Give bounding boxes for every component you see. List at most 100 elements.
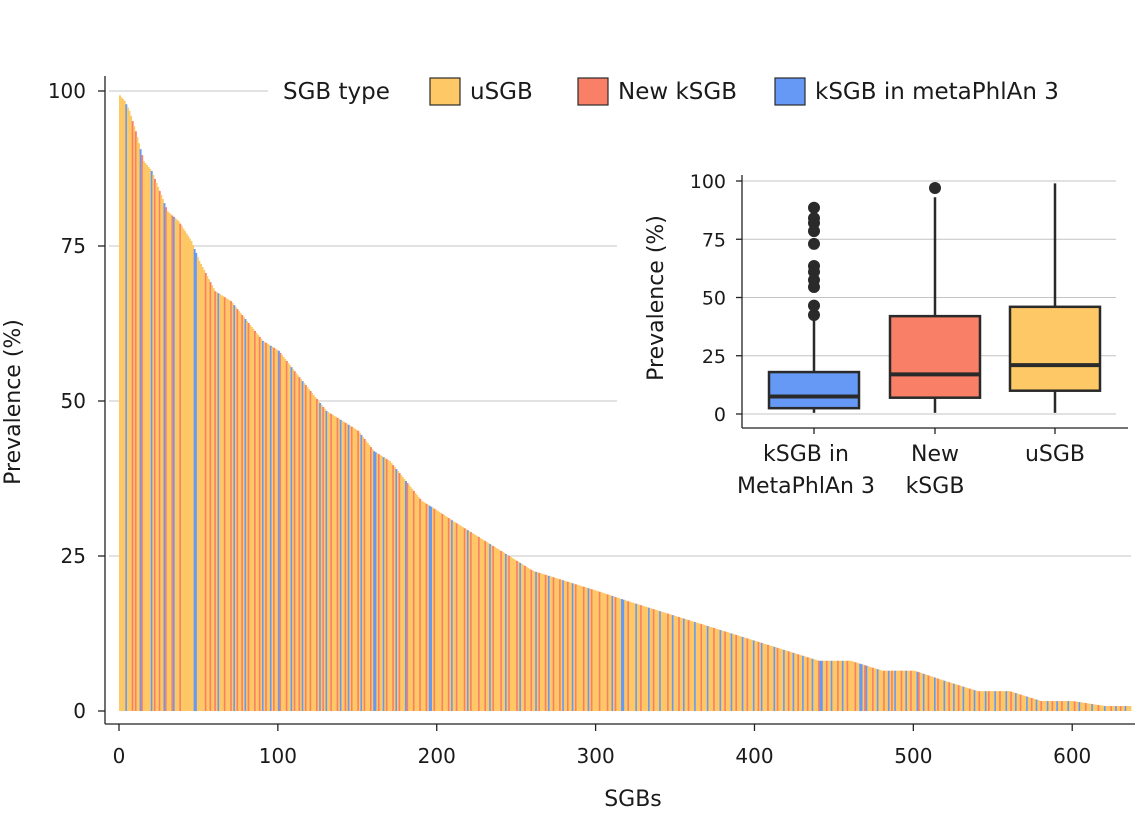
y-tick-label-75: 75 — [61, 234, 86, 258]
x-axis-title: SGBs — [604, 787, 662, 812]
bar-sgb-275 — [555, 578, 558, 711]
bar-sgb-385 — [730, 633, 733, 711]
bar-sgb-489 — [895, 670, 898, 711]
bar-sgb-23 — [155, 182, 158, 711]
bar-sgb-59 — [212, 288, 215, 711]
bar-sgb-526 — [954, 684, 957, 711]
bar-sgb-189 — [419, 498, 422, 711]
bar-sgb-207 — [447, 518, 450, 711]
bar-sgb-534 — [967, 688, 970, 711]
bar-sgb-221 — [470, 532, 473, 711]
bar-sgb-224 — [474, 535, 477, 711]
bar-sgb-593 — [1061, 701, 1064, 711]
bar-sgb-276 — [557, 578, 560, 711]
bar-sgb-464 — [856, 662, 859, 711]
box-group-0 — [767, 201, 861, 413]
bar-sgb-93 — [266, 343, 269, 711]
bar-sgb-327 — [638, 604, 641, 711]
bar-sgb-612 — [1091, 704, 1094, 711]
bar-sgb-9 — [133, 126, 136, 712]
bar-sgb-354 — [681, 618, 684, 711]
bar-sgb-77 — [241, 315, 244, 711]
bar-sgb-620 — [1103, 706, 1106, 711]
bar-sgb-314 — [617, 598, 620, 711]
bar-sgb-122 — [312, 395, 315, 711]
bar-sgb-621 — [1105, 706, 1108, 711]
bar-sgb-338 — [655, 610, 658, 711]
bar-sgb-299 — [594, 590, 596, 711]
bar-sgb-524 — [951, 683, 954, 711]
bar-sgb-368 — [703, 625, 706, 711]
bar-sgb-342 — [662, 612, 665, 711]
bar-sgb-62 — [217, 293, 220, 711]
bar-sgb-493 — [902, 670, 905, 711]
bar-sgb-358 — [687, 620, 690, 711]
bar-sgb-308 — [608, 594, 611, 711]
bar-sgb-172 — [392, 465, 395, 711]
bar-sgb-219 — [466, 530, 469, 711]
bar-sgb-208 — [449, 519, 452, 711]
bar-sgb-188 — [417, 496, 420, 711]
bar-sgb-625 — [1111, 706, 1114, 711]
bar-sgb-92 — [265, 342, 268, 711]
bar-sgb-16 — [144, 163, 147, 712]
bar-sgb-205 — [444, 516, 447, 711]
bar-sgb-311 — [613, 596, 616, 711]
bar-sgb-152 — [360, 434, 363, 711]
bar-sgb-113 — [298, 377, 301, 711]
bar-sgb-556 — [1002, 691, 1005, 711]
bar-sgb-424 — [792, 652, 795, 711]
y-axis-title: Prevalence (%) — [1, 319, 26, 485]
bar-sgb-91 — [263, 341, 266, 711]
x-tick-label-0: 0 — [113, 744, 126, 768]
bar-sgb-128 — [322, 406, 325, 711]
bar-sgb-67 — [225, 298, 228, 711]
inset-category-label-0-0: kSGB in — [763, 442, 849, 467]
bar-sgb-302 — [598, 591, 601, 711]
bar-sgb-476 — [875, 668, 878, 711]
bar-sgb-98 — [274, 348, 277, 711]
bar-sgb-503 — [918, 672, 921, 711]
bar-sgb-61 — [215, 292, 218, 711]
bar-sgb-134 — [331, 414, 334, 711]
bar-sgb-2 — [122, 99, 125, 711]
bar-sgb-490 — [897, 670, 900, 711]
bar-sgb-185 — [412, 490, 415, 711]
bar-sgb-439 — [816, 660, 819, 711]
bar-sgb-7 — [130, 115, 133, 711]
bar-sgb-400 — [754, 640, 757, 711]
bar-sgb-370 — [706, 626, 709, 711]
bar-sgb-537 — [972, 689, 975, 711]
bar-sgb-101 — [279, 352, 282, 711]
bar-sgb-317 — [622, 599, 625, 711]
legend-label-mpa: kSGB in metaPhlAn 3 — [815, 79, 1059, 105]
bar-sgb-525 — [953, 683, 956, 711]
bar-sgb-180 — [404, 480, 407, 711]
bar-sgb-194 — [427, 504, 430, 711]
bar-sgb-379 — [721, 630, 724, 711]
bar-sgb-396 — [748, 638, 751, 711]
bar-sgb-164 — [379, 455, 382, 711]
bar-sgb-263 — [536, 572, 539, 711]
bar-sgb-36 — [176, 219, 179, 711]
bar-sgb-624 — [1110, 706, 1113, 711]
bar-sgb-632 — [1123, 706, 1125, 711]
bar-sgb-257 — [527, 567, 530, 711]
bar-sgb-581 — [1042, 701, 1044, 711]
bar-sgb-305 — [603, 593, 606, 711]
bar-sgb-137 — [336, 417, 339, 711]
bar-sgb-437 — [813, 659, 816, 711]
bar-sgb-386 — [732, 634, 735, 711]
bar-sgb-445 — [825, 660, 828, 711]
inset-category-label-1-0: New — [911, 442, 959, 467]
bar-sgb-244 — [506, 555, 509, 711]
bar-sgb-107 — [288, 365, 291, 711]
bar-sgb-362 — [694, 622, 697, 711]
bar-sgb-567 — [1019, 694, 1022, 711]
bar-sgb-94 — [268, 344, 271, 711]
bar-sgb-466 — [859, 663, 862, 711]
bar-sgb-616 — [1097, 705, 1100, 711]
box-iqr-2 — [1008, 305, 1102, 392]
bar-sgb-422 — [789, 651, 792, 711]
bar-sgb-260 — [532, 570, 534, 711]
